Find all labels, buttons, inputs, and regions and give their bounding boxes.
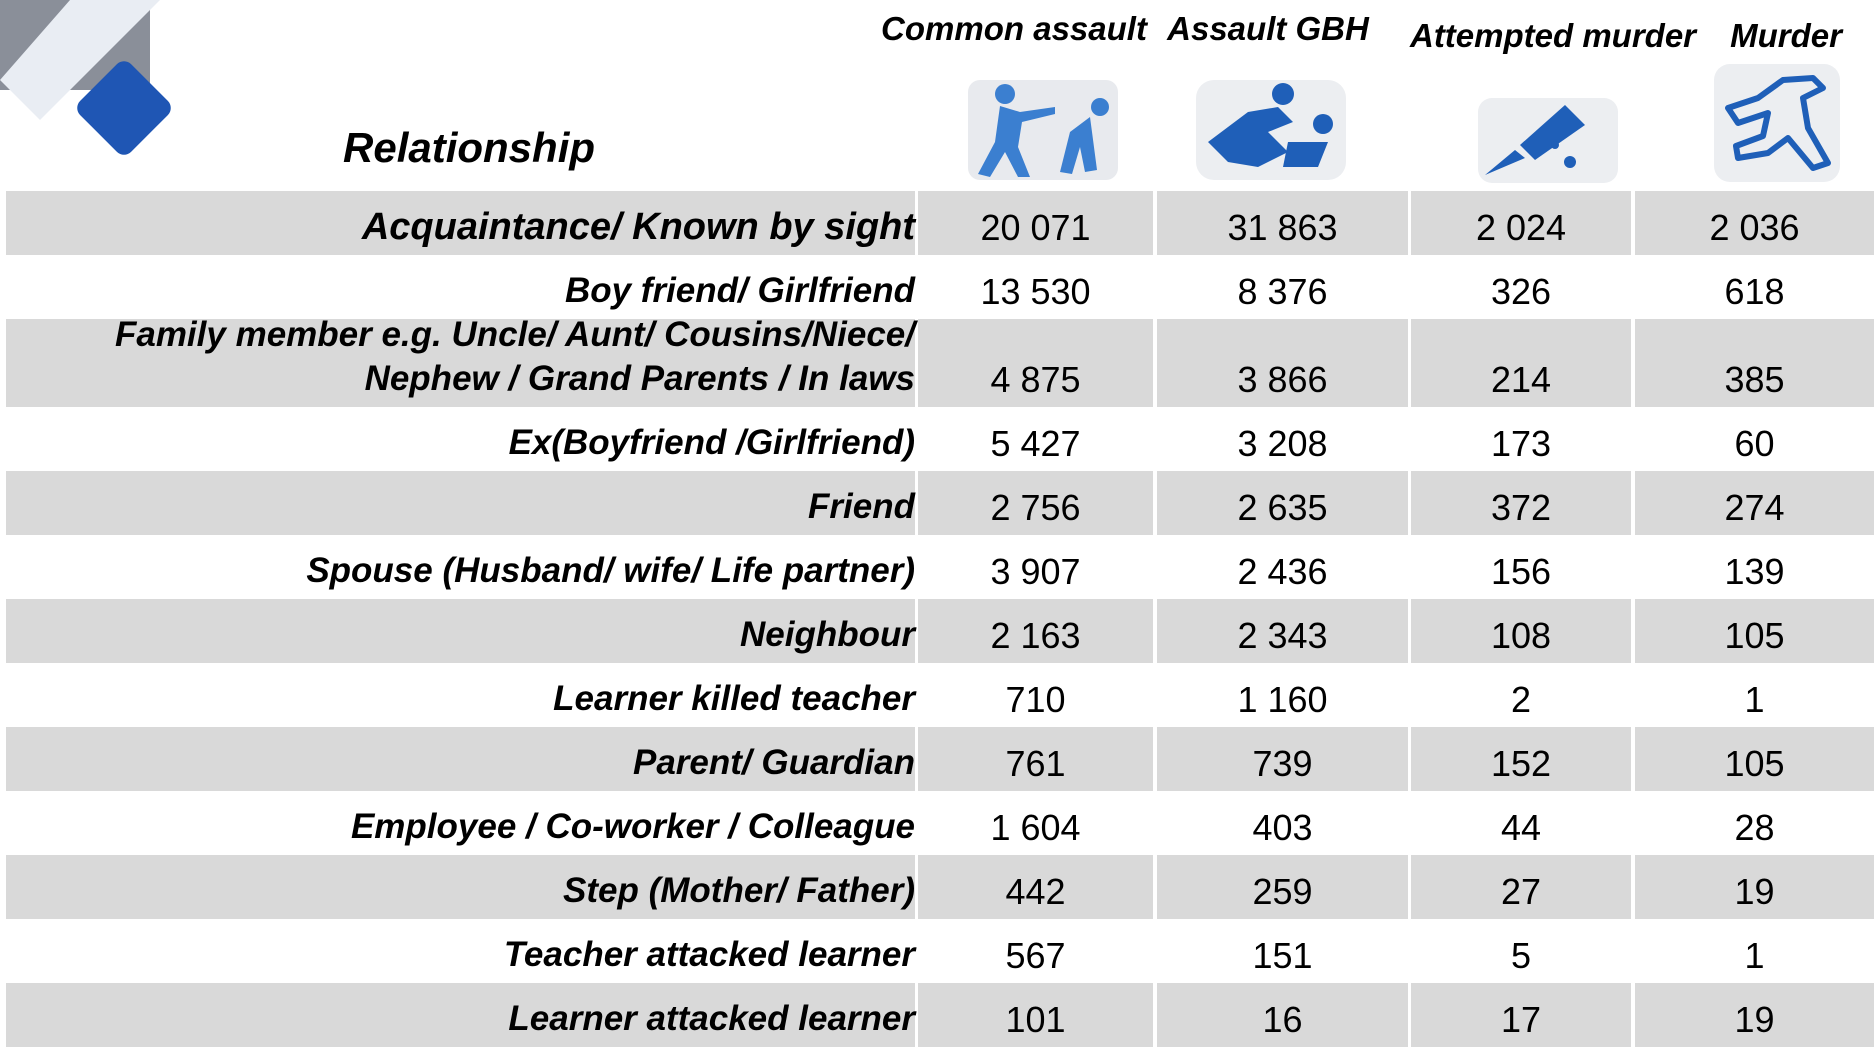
- value-cell: 5: [1510, 935, 1532, 976]
- row-label: Learner attacked learner: [6, 983, 915, 1047]
- column-title: Common assault: [881, 10, 1147, 47]
- row-label-line: Friend: [808, 487, 915, 526]
- column-title: Assault GBH: [1167, 10, 1369, 47]
- row-label: Step (Mother/ Father): [6, 855, 915, 919]
- row-label-line: Boy friend/ Girlfriend: [564, 271, 915, 310]
- icon-attempted-murder: [1478, 98, 1618, 183]
- row-label-line: Family member e.g. Uncle/ Aunt/ Cousins/…: [114, 315, 915, 354]
- value-cell: 173: [1490, 423, 1552, 464]
- value-cell: 20 071: [918, 191, 1153, 255]
- logo-diamond: [77, 61, 171, 155]
- value-cell: 28: [1734, 807, 1775, 848]
- value-cell: 13 530: [980, 271, 1091, 312]
- value-cell: 326: [1490, 271, 1552, 312]
- row-label: Acquaintance/ Known by sight: [6, 191, 915, 255]
- row-label: Ex(Boyfriend /Girlfriend): [6, 407, 915, 471]
- value-cell: 403: [1252, 807, 1313, 848]
- icon-murder: [1714, 64, 1840, 182]
- value-cell: 2 343: [1157, 599, 1408, 663]
- logo-band: [0, 0, 160, 120]
- row-label-line: Neighbour: [740, 615, 915, 654]
- icon-bg: [968, 80, 1118, 180]
- icon-assault-gbh: [1196, 80, 1346, 180]
- value-cell: 139: [1724, 551, 1785, 592]
- row-label: Boy friend/ Girlfriend: [6, 255, 915, 319]
- column-title: Murder: [1730, 17, 1842, 54]
- value-cell: 2 635: [1157, 471, 1408, 535]
- value-cell: 1: [1744, 679, 1765, 720]
- value-cell: 1 160: [1237, 679, 1328, 720]
- value-cell: 151: [1252, 935, 1313, 976]
- row-label: Friend: [6, 471, 915, 535]
- value-cell: 156: [1490, 551, 1552, 592]
- row-label-line: Ex(Boyfriend /Girlfriend): [508, 423, 915, 462]
- value-cell: 3 907: [990, 551, 1081, 592]
- value-cell: 710: [1005, 679, 1066, 720]
- value-cell: 19: [1635, 855, 1874, 919]
- value-cell: 3 866: [1157, 319, 1408, 407]
- row-label-line: Step (Mother/ Father): [563, 871, 915, 910]
- value-cell: 3 208: [1237, 423, 1328, 464]
- value-cell: 1 604: [990, 807, 1081, 848]
- value-cell: 31 863: [1157, 191, 1408, 255]
- value-cell: 19: [1635, 983, 1874, 1047]
- row-label: Spouse (Husband/ wife/ Life partner): [6, 535, 915, 599]
- row-label-line: Acquaintance/ Known by sight: [361, 206, 915, 248]
- row-label-line: Nephew / Grand Parents / In laws: [364, 359, 915, 398]
- value-cell: 2 036: [1635, 191, 1874, 255]
- row-label-line: Teacher attacked learner: [503, 935, 915, 974]
- row-label: Employee / Co-worker / Colleague: [6, 791, 915, 855]
- row-label-line: Employee / Co-worker / Colleague: [350, 807, 915, 846]
- value-cell: 739: [1157, 727, 1408, 791]
- value-cell: 16: [1157, 983, 1408, 1047]
- value-cell: 259: [1157, 855, 1408, 919]
- row-label: Family member e.g. Uncle/ Aunt/ Cousins/…: [6, 315, 915, 407]
- value-cell: 1: [1744, 935, 1765, 976]
- value-cell: 2 024: [1411, 191, 1631, 255]
- icon-common-assault: [968, 80, 1118, 180]
- value-cell: 2: [1510, 679, 1532, 720]
- value-cell: 101: [918, 983, 1153, 1047]
- value-cell: 60: [1734, 423, 1775, 464]
- value-cell: 105: [1635, 727, 1874, 791]
- value-cell: 2 163: [918, 599, 1153, 663]
- row-label-line: Learner killed teacher: [553, 679, 915, 718]
- row-label-line: Parent/ Guardian: [632, 743, 915, 782]
- value-cell: 442: [918, 855, 1153, 919]
- row-label: Parent/ Guardian: [6, 727, 915, 791]
- value-cell: 5 427: [990, 423, 1081, 464]
- row-label-line: Learner attacked learner: [508, 999, 915, 1038]
- column-title: Attempted murder: [1409, 17, 1697, 54]
- value-cell: 152: [1411, 727, 1631, 791]
- value-cell: 17: [1411, 983, 1631, 1047]
- value-cell: 2 756: [918, 471, 1153, 535]
- value-cell: 214: [1411, 319, 1631, 407]
- row-label-line: Spouse (Husband/ wife/ Life partner): [306, 551, 915, 590]
- value-cell: 372: [1411, 471, 1631, 535]
- value-cell: 27: [1411, 855, 1631, 919]
- value-cell: 385: [1635, 319, 1874, 407]
- value-cell: 761: [918, 727, 1153, 791]
- value-cell: 618: [1724, 271, 1785, 312]
- value-cell: 105: [1635, 599, 1874, 663]
- value-cell: 274: [1635, 471, 1874, 535]
- value-cell: 108: [1411, 599, 1631, 663]
- value-cell: 4 875: [918, 319, 1153, 407]
- value-cell: 44: [1500, 807, 1542, 848]
- corner-logo: [0, 0, 171, 155]
- row-label: Teacher attacked learner: [6, 919, 915, 983]
- value-cell: 2 436: [1237, 551, 1328, 592]
- value-cell: 8 376: [1237, 271, 1328, 312]
- value-cell: 567: [1005, 935, 1066, 976]
- row-label: Neighbour: [6, 599, 915, 663]
- relationship-header: Relationship: [343, 124, 596, 171]
- row-label: Learner killed teacher: [6, 663, 915, 727]
